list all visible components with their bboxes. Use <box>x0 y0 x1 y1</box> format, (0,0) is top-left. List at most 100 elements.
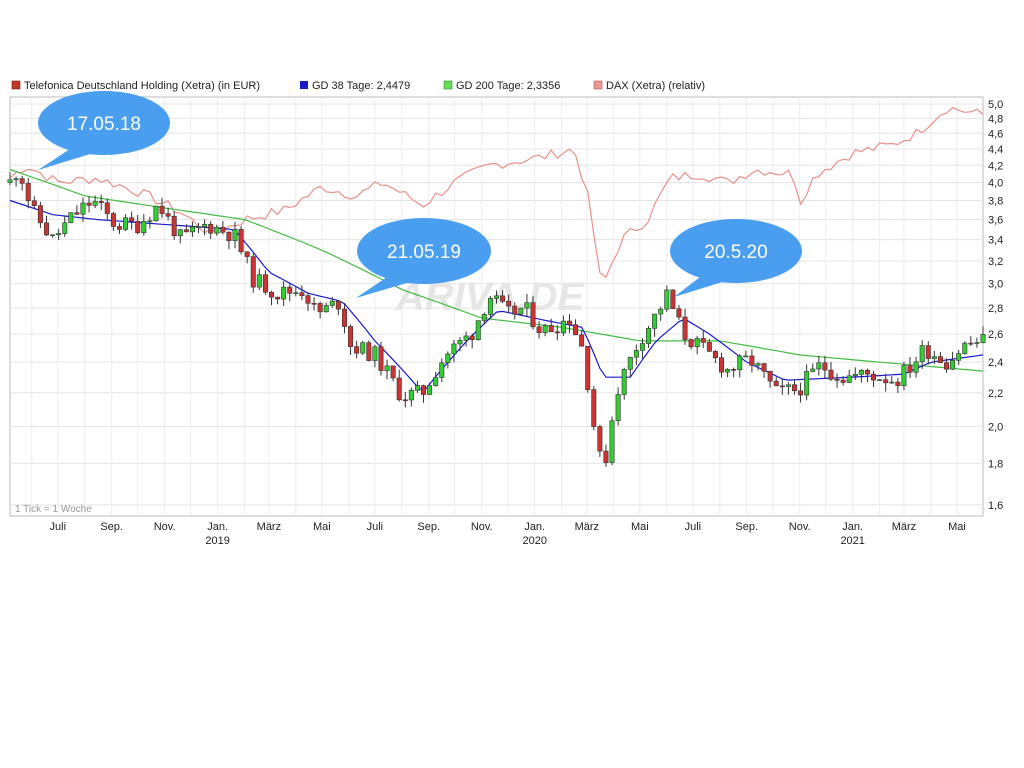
candle-body <box>712 351 718 358</box>
candle <box>378 341 384 376</box>
candle <box>463 331 469 347</box>
candle-body <box>354 346 360 354</box>
candle-body <box>268 291 274 298</box>
candle-body <box>877 379 883 381</box>
candle-body <box>50 234 56 237</box>
callout-1: 17.05.18 <box>38 91 170 170</box>
candle-body <box>737 355 743 371</box>
candle-body <box>427 385 433 395</box>
candle <box>615 387 621 426</box>
y-tick-label: 4,8 <box>988 113 1003 125</box>
candle <box>573 319 579 336</box>
candle-body <box>585 345 591 390</box>
candle-body <box>822 362 828 371</box>
candle <box>579 330 585 347</box>
candle <box>317 301 323 319</box>
x-tick-label: März <box>257 521 281 533</box>
candle-body <box>390 365 396 379</box>
legend-swatch-stock <box>11 80 21 90</box>
candle-body <box>244 251 250 257</box>
candle <box>646 326 652 348</box>
candle <box>810 363 816 373</box>
candle-body <box>129 217 135 222</box>
candle <box>962 341 968 355</box>
candle <box>214 224 220 236</box>
candle <box>919 340 925 369</box>
candle <box>165 207 171 221</box>
candle <box>725 368 731 378</box>
tick-note: 1 Tick = 1 Woche <box>15 504 92 515</box>
candle-body <box>834 378 840 381</box>
y-tick-label: 2,2 <box>988 388 1003 400</box>
candle <box>542 323 548 337</box>
callout-2-text: 21.05.19 <box>387 242 461 263</box>
candle-body <box>597 426 603 452</box>
candle-body <box>633 350 639 358</box>
candle-body <box>840 379 846 383</box>
candle <box>913 356 919 378</box>
candle <box>621 367 627 400</box>
candle <box>633 344 639 365</box>
candle <box>183 224 189 233</box>
candle <box>907 357 913 379</box>
candle-body <box>682 316 688 340</box>
candle <box>414 380 420 393</box>
candle-body <box>317 303 323 313</box>
grid <box>10 97 983 516</box>
candle-body <box>627 356 633 370</box>
candle <box>755 362 761 371</box>
candle-body <box>676 308 682 318</box>
candle <box>244 251 250 264</box>
candle <box>493 290 499 304</box>
candle-body <box>573 324 579 336</box>
candle <box>761 362 767 378</box>
candle <box>262 270 268 295</box>
candle-body <box>493 295 499 299</box>
candle-body <box>767 370 773 382</box>
candle-body <box>889 381 895 384</box>
legend-label-gd38: GD 38 Tage: 2,4479 <box>312 80 410 92</box>
candle <box>19 175 25 191</box>
callout-3-text: 20.5.20 <box>704 242 767 263</box>
candle <box>554 325 560 341</box>
candle <box>487 295 493 319</box>
plot-frame <box>9 96 984 517</box>
x-tick-label: Sep. <box>100 521 123 533</box>
candle-body <box>816 362 822 370</box>
candle <box>50 234 56 238</box>
candle-body <box>37 205 43 224</box>
candle-body <box>13 178 19 181</box>
candle <box>421 384 427 403</box>
candle <box>858 368 864 383</box>
candles <box>7 171 986 467</box>
candle <box>341 304 347 334</box>
candle <box>86 196 92 213</box>
candle-body <box>658 308 664 315</box>
candle-body <box>579 334 585 347</box>
candle <box>512 302 518 320</box>
candle-body <box>591 389 597 427</box>
candle <box>293 287 299 297</box>
x-tick-label: März <box>575 521 599 533</box>
candle-body <box>731 369 737 371</box>
candle <box>670 289 676 310</box>
candle <box>591 385 597 431</box>
x-tick-label: Sep. <box>735 521 758 533</box>
candle-body <box>226 231 232 241</box>
series-line <box>9 168 984 372</box>
candle-body <box>883 379 889 384</box>
series-line <box>9 106 984 279</box>
candle-body <box>481 314 487 321</box>
candle-body <box>925 345 931 359</box>
candle <box>883 373 889 392</box>
candle-body <box>664 289 670 310</box>
candle <box>396 369 402 402</box>
candle <box>737 354 743 378</box>
candle-body <box>141 220 147 234</box>
candle <box>305 292 311 312</box>
candle <box>536 321 542 339</box>
y-tick-label: 4,6 <box>988 128 1003 140</box>
candle-body <box>974 342 980 344</box>
legend-label-stock: Telefonica Deutschland Holding (Xetra) (… <box>24 80 260 92</box>
candle-body <box>183 229 189 233</box>
